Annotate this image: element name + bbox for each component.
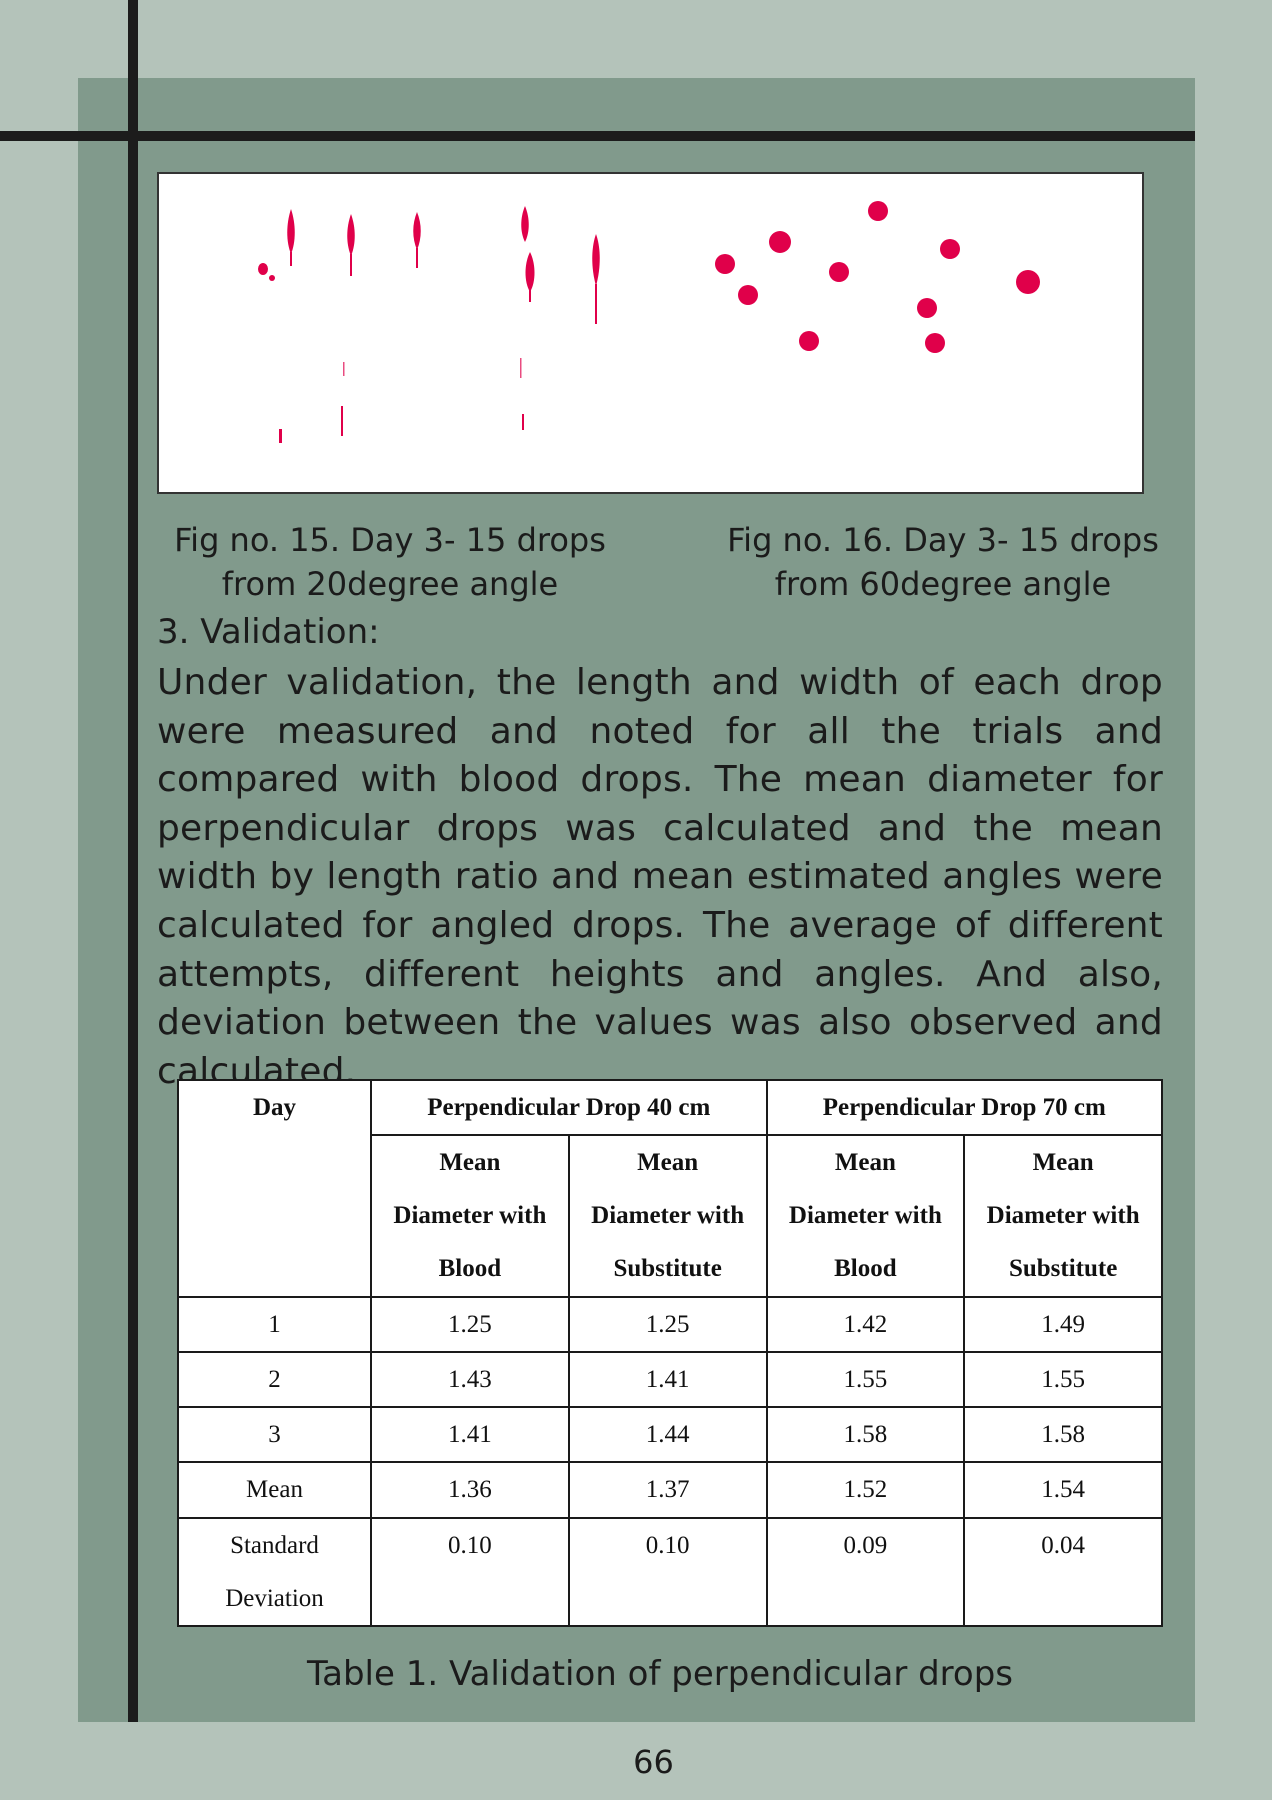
- table-cell: 0.04: [963, 1516, 1163, 1628]
- table-cell: 1.44: [567, 1406, 768, 1464]
- table-cell: 1.43: [370, 1350, 570, 1409]
- table-cell: 1.58: [963, 1406, 1163, 1464]
- table-group-header-row: Day Perpendicular Drop 40 cm Perpendicul…: [177, 1078, 1163, 1298]
- table-cell: 1.36: [370, 1461, 570, 1519]
- group-header-40cm: Perpendicular Drop 40 cm: [370, 1078, 768, 1137]
- table-cell: 1.41: [567, 1350, 768, 1409]
- figure-15-caption: Fig no. 15. Day 3- 15 drops from 20degre…: [157, 518, 623, 606]
- table-sub-header-row: Mean Diameter with Blood Mean Diameter with…: [178, 1134, 1163, 1298]
- group-header-70cm: Perpendicular Drop 70 cm: [765, 1078, 1163, 1137]
- row-label: Mean: [177, 1461, 372, 1519]
- vertical-rule: [128, 0, 138, 1722]
- table-caption: Table 1. Validation of perpendicular dro…: [306, 1654, 1014, 1694]
- figure-16-caption: Fig no. 16. Day 3- 15 drops from 60degre…: [722, 518, 1164, 606]
- figure-16-caption-line2: from 60degree angle: [774, 565, 1112, 603]
- figure-15-caption-line2: from 20degree angle: [221, 565, 559, 603]
- table-cell: 1.41: [370, 1406, 570, 1464]
- table-cell: 1.37: [567, 1461, 768, 1519]
- table-cell: 1.49: [963, 1295, 1163, 1353]
- table-row: 1 1.25 1.25 1.42 1.49: [177, 1295, 1163, 1353]
- row-label: Standard Deviation: [177, 1516, 372, 1628]
- table-cell: 1.42: [765, 1295, 966, 1353]
- round-drops-60deg: [715, 201, 1040, 353]
- table-cell: 1.52: [765, 1461, 966, 1519]
- section-heading: 3. Validation:: [157, 612, 380, 652]
- table-cell: 1.54: [963, 1461, 1163, 1519]
- sub-header: Mean Diameter with Blood: [370, 1134, 570, 1298]
- table-cell: 0.10: [370, 1516, 570, 1628]
- section-paragraph: Under validation, the length and width o…: [157, 662, 1163, 1092]
- table-row: 2 1.43 1.41 1.55 1.55: [177, 1350, 1163, 1409]
- drop-stain-figure: [157, 172, 1144, 494]
- row-label: 3: [177, 1406, 372, 1464]
- table-cell: 1.55: [963, 1350, 1163, 1409]
- sub-header: Mean Diameter with Blood: [765, 1134, 966, 1298]
- day-header: Day: [177, 1079, 372, 1298]
- figure-15-caption-line1: Fig no. 15. Day 3- 15 drops: [174, 521, 606, 559]
- sub-header: Mean Diameter with Substitute: [963, 1134, 1163, 1298]
- drop-stains-image: [258, 201, 1040, 443]
- table-cell: 1.25: [370, 1295, 570, 1353]
- table-row: 3 1.41 1.44 1.58 1.58: [177, 1406, 1163, 1464]
- horizontal-rule: [0, 131, 1195, 141]
- table-cell: 1.25: [567, 1295, 768, 1353]
- table-row: Standard Deviation 0.10 0.10 0.09 0.04: [177, 1516, 1163, 1628]
- table-cell: 1.58: [765, 1406, 966, 1464]
- sub-header: Mean Diameter with Substitute: [567, 1134, 768, 1298]
- table-cell: 0.09: [765, 1516, 966, 1628]
- row-label: 2: [177, 1350, 372, 1409]
- angled-drops-20deg: [258, 206, 600, 443]
- table-cell: 0.10: [567, 1516, 768, 1628]
- row-label: 1: [177, 1295, 372, 1353]
- validation-table: Day Perpendicular Drop 40 cm Perpendicul…: [177, 1078, 1163, 1628]
- table-row: Mean 1.36 1.37 1.52 1.54: [177, 1461, 1163, 1519]
- page-number: 66: [633, 1743, 674, 1781]
- table-cell: 1.55: [765, 1350, 966, 1409]
- figure-16-caption-line1: Fig no. 16. Day 3- 15 drops: [727, 521, 1159, 559]
